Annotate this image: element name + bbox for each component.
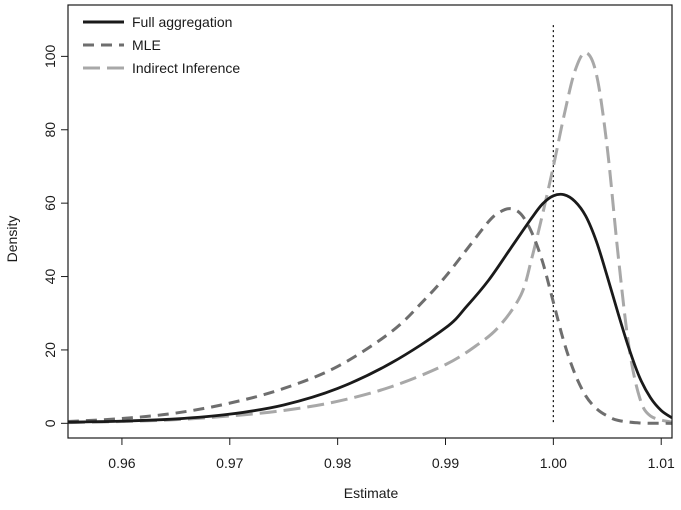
series-layer: [68, 51, 672, 425]
y-tick-label: 20: [42, 342, 58, 358]
frame-layer: [67, 4, 673, 439]
legend-entry-indirect-inference: Indirect Inference: [83, 60, 240, 76]
y-tick-label: 60: [42, 195, 58, 211]
legend-label: MLE: [132, 37, 161, 53]
legend-entry-full-aggregation: Full aggregation: [83, 14, 232, 30]
x-axis-title: Estimate: [344, 485, 399, 501]
x-tick-label: 0.96: [108, 455, 135, 471]
indirect-inference-line: [68, 51, 672, 425]
legend-label: Full aggregation: [132, 14, 232, 30]
legend: Full aggregation MLE Indirect Inference: [83, 14, 240, 76]
x-tick-label: 0.97: [216, 455, 243, 471]
x-tick-label: 1.01: [648, 455, 675, 471]
y-tick-label: 80: [42, 122, 58, 138]
legend-label: Indirect Inference: [132, 60, 240, 76]
x-tick-label: 1.00: [540, 455, 567, 471]
legend-entry-mle: MLE: [83, 37, 161, 53]
plot-frame: [67, 4, 673, 439]
x-tick-label: 0.99: [432, 455, 459, 471]
y-tick-label: 40: [42, 269, 58, 285]
full-aggregation-line: [68, 192, 672, 424]
mle-line: [68, 207, 672, 425]
y-axis-title: Density: [4, 216, 20, 263]
y-tick-label: 100: [42, 44, 58, 68]
y-tick-label: 0: [42, 419, 58, 427]
x-tick-label: 0.98: [324, 455, 351, 471]
axes-layer: 0.96 0.97 0.98 0.99 1.00 1.01 0 20 40 60 80 100: [42, 44, 675, 471]
